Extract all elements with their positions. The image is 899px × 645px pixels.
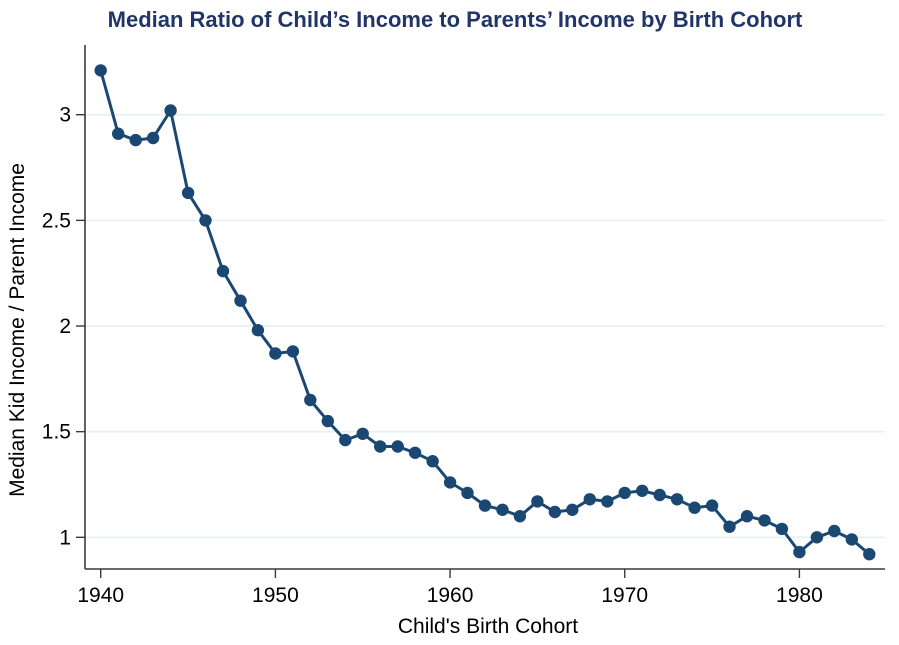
data-point (688, 501, 701, 514)
data-point (775, 522, 789, 536)
data-point (548, 505, 562, 519)
x-tick-label: 1960 (427, 584, 474, 607)
data-point (496, 503, 509, 516)
data-point (810, 531, 824, 544)
data-point (234, 294, 247, 307)
data-series (94, 64, 876, 561)
x-tick-label: 1950 (252, 584, 299, 607)
y-axis-title: Median Kid Income / Parent Income (6, 163, 29, 497)
x-tick-label: 1940 (77, 584, 124, 607)
data-point (863, 548, 876, 561)
axes (84, 45, 885, 570)
data-point (758, 514, 771, 527)
data-point (164, 104, 177, 117)
data-point (845, 533, 858, 546)
data-point (356, 427, 369, 440)
data-point (181, 186, 195, 200)
data-point (112, 127, 125, 140)
data-point (408, 446, 422, 459)
data-point (828, 524, 841, 538)
data-point (251, 324, 265, 337)
y-tick-label: 1 (59, 526, 71, 549)
data-point (653, 488, 666, 502)
x-tick-label: 1970 (601, 584, 648, 607)
data-point (129, 133, 142, 147)
y-tick-label: 3 (59, 104, 71, 127)
data-point (566, 503, 579, 516)
series-line (99, 68, 871, 556)
data-point (636, 484, 649, 497)
y-tick-label: 2 (59, 315, 71, 338)
data-point (513, 510, 527, 523)
data-point (461, 486, 474, 500)
data-point (94, 64, 107, 77)
y-tick-label: 1.5 (42, 421, 71, 444)
data-point (618, 486, 631, 500)
data-point (531, 495, 544, 508)
data-point (146, 131, 160, 145)
data-point (426, 455, 439, 468)
data-point (304, 393, 317, 407)
x-tick-label: 1980 (776, 584, 823, 607)
chart-title: Median Ratio of Child’s Income to Parent… (108, 7, 803, 32)
x-axis-ticks: 1940 1950 1960 1970 1980 (77, 569, 823, 607)
y-axis-ticks: 1 1.5 2 2.5 3 (42, 104, 85, 549)
data-point (391, 440, 404, 453)
data-point (478, 499, 492, 512)
gridlines (85, 113, 885, 539)
data-point (705, 499, 719, 512)
data-point (670, 493, 684, 506)
data-point (740, 510, 754, 523)
data-point (286, 345, 300, 358)
x-axis-title: Child's Birth Cohort (398, 615, 578, 638)
data-point (601, 495, 614, 508)
data-point (199, 214, 212, 227)
y-tick-label: 2.5 (42, 209, 71, 232)
data-point (339, 433, 352, 447)
data-point (583, 493, 596, 506)
data-point (443, 476, 457, 489)
data-point (269, 347, 282, 360)
data-point (374, 440, 387, 453)
data-point (216, 264, 230, 278)
data-point (793, 545, 806, 559)
data-point (321, 414, 334, 428)
data-point (723, 520, 736, 533)
